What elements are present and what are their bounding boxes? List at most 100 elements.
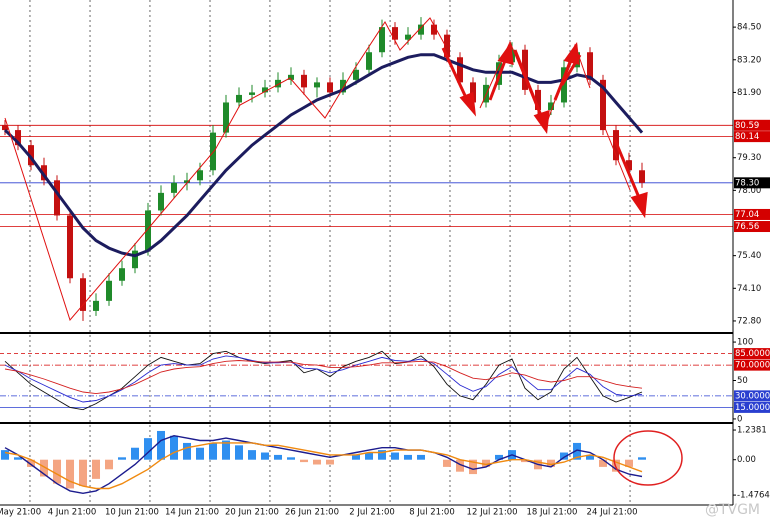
histogram-bar — [131, 447, 140, 460]
candle-body — [639, 170, 646, 183]
candle-body — [405, 34, 412, 40]
level-label-box — [734, 390, 770, 402]
y-tick-label: -1.4764 — [737, 491, 770, 501]
histogram-bar — [235, 445, 244, 460]
level-label: 70.0000 — [735, 361, 770, 371]
rsi-line — [4, 360, 643, 395]
candle-body — [197, 170, 204, 181]
histogram-bar — [625, 459, 634, 467]
histogram-bar — [144, 438, 153, 460]
x-tick-label: 12 Jul 21:00 — [467, 508, 518, 518]
arrow — [513, 49, 544, 119]
histogram-bar — [66, 459, 75, 489]
candle-body — [132, 250, 139, 269]
candle-body — [249, 92, 256, 95]
x-tick-label: 8 Jul 21:00 — [409, 508, 455, 518]
histogram-bar — [14, 457, 23, 460]
histogram-bar — [326, 459, 335, 465]
arrow-head — [497, 41, 514, 65]
y-tick-label: 1.2381 — [737, 426, 767, 436]
level-label-box — [734, 208, 770, 220]
histogram-bar — [92, 459, 101, 479]
candle-body — [119, 268, 126, 281]
level-label: 76.56 — [735, 222, 759, 232]
candle-body — [41, 165, 48, 181]
candle-body — [67, 215, 74, 279]
macd-line — [4, 434, 643, 495]
last-price-box — [734, 177, 770, 189]
candle-body — [223, 102, 230, 133]
candle-body — [80, 278, 87, 311]
candle-body — [444, 34, 451, 58]
histogram-bar — [118, 457, 127, 460]
histogram-bar — [599, 459, 608, 467]
histogram-bar — [222, 440, 231, 460]
histogram-bar — [469, 459, 478, 475]
candle-body — [288, 74, 295, 80]
histogram-bar — [157, 430, 166, 460]
candle-body — [457, 57, 464, 83]
arrows — [441, 41, 648, 219]
histogram-bar — [586, 454, 595, 460]
arrow — [553, 57, 574, 101]
histogram-bar — [170, 435, 179, 460]
candle-body — [158, 192, 165, 211]
candle-body — [600, 79, 607, 131]
frame — [0, 0, 734, 506]
arrow-head — [459, 91, 477, 117]
x-tick-label: 4 Jun 21:00 — [48, 508, 97, 518]
candle-body — [54, 180, 61, 216]
candle-body — [145, 210, 152, 251]
candle-body — [561, 67, 568, 103]
candle-body — [327, 82, 334, 93]
histogram-bar — [79, 459, 88, 487]
histogram-bar — [495, 454, 504, 460]
candle-body — [353, 69, 360, 80]
zigzag-line — [4, 17, 446, 322]
histogram-bar — [53, 459, 62, 484]
candle-body — [366, 52, 373, 70]
histogram-bar — [443, 459, 452, 467]
candle-body — [587, 52, 594, 80]
histogram-bar — [482, 459, 491, 467]
arrow-head — [533, 109, 550, 135]
level-label: 15.0000 — [735, 403, 770, 413]
level-label: 30.0000 — [735, 391, 770, 401]
histogram-bar — [209, 442, 218, 460]
histogram-bar — [352, 454, 361, 460]
level-label-box — [734, 401, 770, 413]
candle-body — [626, 160, 633, 171]
highlight-circle — [613, 430, 683, 486]
y-tick-label: 75.40 — [737, 251, 761, 261]
histogram-bar — [456, 459, 465, 472]
histogram-bar — [573, 442, 582, 460]
y-tick-label: 0 — [737, 414, 742, 424]
rsi-line — [4, 355, 643, 403]
histogram-bar — [417, 454, 426, 460]
level-label-box — [734, 119, 770, 131]
histogram-bar — [378, 450, 387, 460]
candle-body — [431, 24, 438, 35]
level-label-box — [734, 359, 770, 371]
level-label-box — [734, 131, 770, 143]
y-tick-label: 78.00 — [737, 186, 761, 196]
moving-average — [3, 53, 644, 258]
y-tick-label: 0.00 — [737, 455, 756, 465]
histogram-bar — [105, 459, 114, 470]
histogram-bar — [521, 459, 530, 463]
histogram-bar — [560, 452, 569, 460]
histogram-bar — [300, 459, 309, 463]
arrow-head — [563, 41, 580, 65]
marks-layer — [1, 17, 647, 495]
level-label-box — [734, 348, 770, 360]
candle-body — [275, 79, 282, 88]
candle-body — [379, 27, 386, 53]
candle-body — [184, 180, 191, 183]
y-tick-label: 84.50 — [737, 23, 761, 33]
histogram-bar — [638, 457, 647, 460]
candle-body — [262, 87, 269, 93]
y-tick-label: 50 — [737, 376, 748, 386]
candle-body — [392, 27, 399, 40]
